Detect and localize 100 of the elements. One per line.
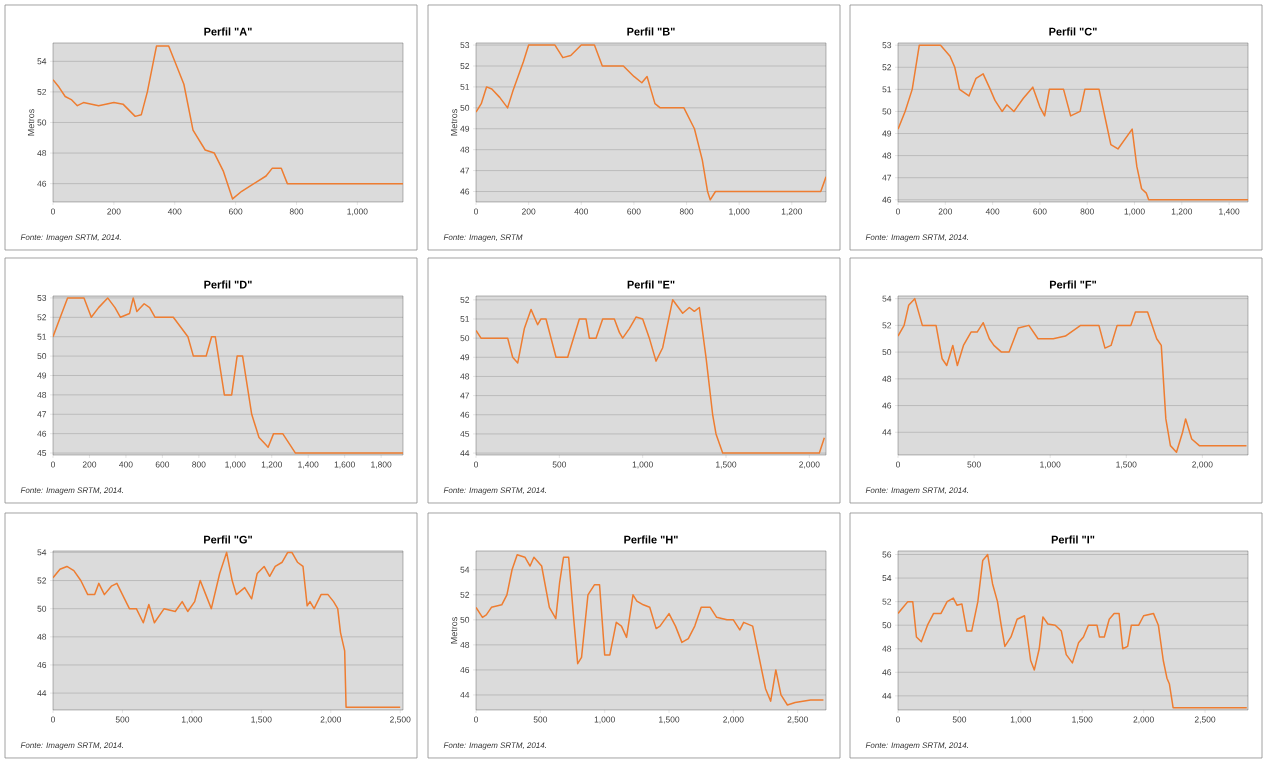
x-tick-label: 1,200 [781, 208, 803, 216]
x-tick-label: 1,500 [1116, 461, 1137, 469]
x-tick-label: 400 [167, 208, 182, 215]
chart-title: Perfile "H" [624, 535, 678, 544]
y-tick-label: 48 [460, 373, 470, 380]
y-tick-label: 46 [460, 188, 470, 195]
y-tick-label: 52 [882, 598, 892, 605]
x-tick-label: 1,200 [1171, 208, 1193, 216]
x-tick-label: 800 [679, 208, 694, 215]
x-tick-label: 0 [473, 461, 479, 468]
x-tick-label: 1,500 [716, 461, 737, 469]
y-tick-label: 52 [460, 591, 470, 598]
chart-title: Perfil "D" [204, 280, 252, 289]
y-tick-label: 50 [460, 616, 470, 623]
x-tick-label: 1,000 [594, 716, 615, 724]
x-tick-label: 0 [50, 716, 56, 723]
x-tick-label: 1,500 [1072, 716, 1093, 724]
y-tick-label: 46 [882, 196, 892, 203]
chart-title: Perfil "F" [1049, 280, 1097, 289]
y-tick-label: 48 [37, 150, 47, 157]
y-tick-label: 52 [882, 64, 892, 71]
x-tick-label: 1,000 [181, 716, 203, 724]
y-tick-label: 51 [460, 83, 470, 90]
x-tick-label: 2,500 [390, 716, 411, 724]
x-tick-label: 2,000 [1133, 716, 1154, 724]
y-tick-label: 48 [460, 146, 470, 153]
y-tick-label: 51 [882, 86, 892, 93]
y-tick-label: 45 [37, 450, 47, 456]
x-tick-label: 200 [522, 208, 536, 215]
x-tick-label: 500 [967, 461, 981, 468]
y-tick-label: 51 [37, 333, 47, 340]
y-tick-label: 49 [460, 354, 470, 361]
x-tick-label: 600 [627, 208, 641, 215]
chart-title: Perfil "C" [1049, 27, 1097, 36]
line-series [898, 553, 1248, 709]
y-tick-label: 48 [37, 391, 47, 398]
x-tick-label: 1,000 [225, 461, 246, 469]
y-tick-label: 46 [882, 402, 892, 409]
line-series [53, 551, 401, 708]
x-tick-label: 0 [473, 716, 479, 723]
x-tick-label: 1,200 [261, 461, 283, 469]
y-tick-label: 54 [882, 575, 892, 582]
y-tick-label: 52 [37, 577, 47, 584]
x-tick-label: 1,000 [632, 461, 653, 469]
x-tick-label: 200 [107, 208, 121, 215]
y-tick-label: 52 [460, 296, 470, 303]
line-series [898, 297, 1248, 454]
x-tick-label: 2,500 [787, 716, 808, 724]
y-tick-label: 47 [882, 174, 892, 181]
x-tick-label: 2,000 [799, 461, 820, 469]
chart-title: Perfil "A" [204, 27, 252, 36]
x-tick-label: 400 [574, 208, 588, 215]
y-tick-label: 45 [460, 430, 470, 437]
y-tick-label: 46 [460, 411, 470, 418]
x-tick-label: 600 [155, 461, 170, 468]
y-tick-label: 48 [882, 152, 892, 159]
y-tick-label: 44 [37, 690, 47, 697]
y-tick-label: 47 [37, 411, 47, 418]
x-tick-label: 0 [50, 461, 56, 468]
y-tick-label: 46 [882, 669, 892, 676]
x-tick-label: 1,500 [251, 716, 272, 724]
y-tick-label: 50 [460, 335, 470, 342]
x-tick-label: 600 [228, 208, 243, 215]
y-tick-label: 54 [37, 549, 47, 556]
line-series [476, 44, 827, 201]
line-series [898, 44, 1249, 201]
x-tick-label: 0 [473, 208, 479, 215]
x-tick-label: 0 [895, 208, 901, 215]
y-tick-label: 48 [460, 641, 470, 648]
y-tick-label: 51 [460, 316, 470, 322]
x-tick-label: 800 [192, 461, 206, 468]
x-tick-label: 1,000 [729, 208, 750, 216]
y-tick-label: 50 [37, 353, 47, 360]
x-tick-label: 200 [938, 208, 953, 215]
y-tick-label: 50 [460, 104, 470, 111]
y-tick-label: 46 [37, 430, 47, 437]
y-tick-label: 50 [882, 622, 892, 629]
x-tick-label: 1,400 [298, 461, 319, 469]
x-tick-label: 2,000 [1192, 461, 1213, 469]
chart-title: Perfil "G" [204, 535, 252, 544]
x-tick-label: 2,500 [1194, 716, 1216, 724]
x-tick-label: 400 [985, 208, 1000, 215]
x-tick-label: 500 [952, 716, 967, 723]
y-tick-label: 50 [882, 349, 892, 356]
x-tick-label: 500 [533, 716, 548, 723]
y-tick-label: 44 [882, 429, 892, 436]
line-series [53, 45, 404, 200]
y-tick-label: 50 [37, 605, 47, 612]
y-tick-label: 52 [460, 63, 470, 69]
x-tick-label: 500 [115, 716, 130, 723]
y-tick-label: 47 [460, 167, 470, 174]
y-tick-label: 49 [460, 125, 470, 132]
x-tick-label: 2,000 [320, 716, 342, 724]
y-tick-label: 46 [37, 180, 47, 187]
x-tick-label: 800 [1080, 208, 1094, 215]
x-tick-label: 1,000 [347, 208, 368, 216]
x-tick-label: 0 [50, 208, 56, 215]
y-tick-label: 44 [882, 692, 892, 699]
y-tick-label: 54 [882, 295, 892, 302]
y-tick-label: 48 [37, 633, 47, 640]
